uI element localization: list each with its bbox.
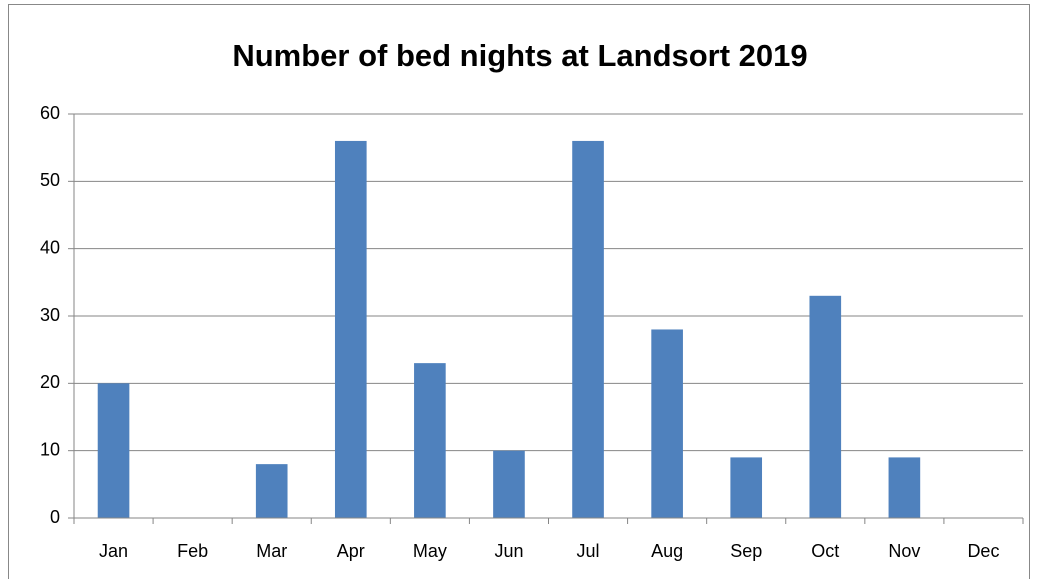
y-tick-label: 30 bbox=[40, 305, 60, 325]
y-tick-label: 10 bbox=[40, 439, 60, 459]
chart-title: Number of bed nights at Landsort 2019 bbox=[232, 38, 807, 73]
x-tick-label: Nov bbox=[888, 541, 920, 561]
bar bbox=[334, 140, 367, 518]
y-tick-label: 40 bbox=[40, 237, 60, 257]
y-tick-label: 50 bbox=[40, 170, 60, 190]
bar bbox=[572, 140, 604, 518]
x-tick-label: Jul bbox=[577, 541, 600, 561]
y-tick-label: 0 bbox=[50, 507, 60, 527]
bar bbox=[651, 329, 683, 518]
x-tick-label: Sep bbox=[730, 541, 762, 561]
bar bbox=[888, 457, 921, 518]
x-tick-label: Jan bbox=[99, 541, 128, 561]
bar bbox=[97, 383, 130, 518]
x-tick-label: May bbox=[413, 541, 447, 561]
x-tick-label: Oct bbox=[811, 541, 839, 561]
bar bbox=[493, 450, 525, 518]
bar bbox=[730, 457, 763, 518]
x-tick-label: Aug bbox=[651, 541, 683, 561]
y-tick-label: 60 bbox=[40, 103, 60, 123]
x-tick-label: Mar bbox=[256, 541, 287, 561]
bar bbox=[255, 464, 288, 518]
bar bbox=[809, 295, 842, 518]
x-tick-label: Jun bbox=[494, 541, 523, 561]
bar bbox=[414, 363, 446, 518]
x-tick-label: Dec bbox=[967, 541, 999, 561]
y-tick-label: 20 bbox=[40, 372, 60, 392]
x-tick-label: Apr bbox=[337, 541, 365, 561]
x-tick-label: Feb bbox=[177, 541, 208, 561]
